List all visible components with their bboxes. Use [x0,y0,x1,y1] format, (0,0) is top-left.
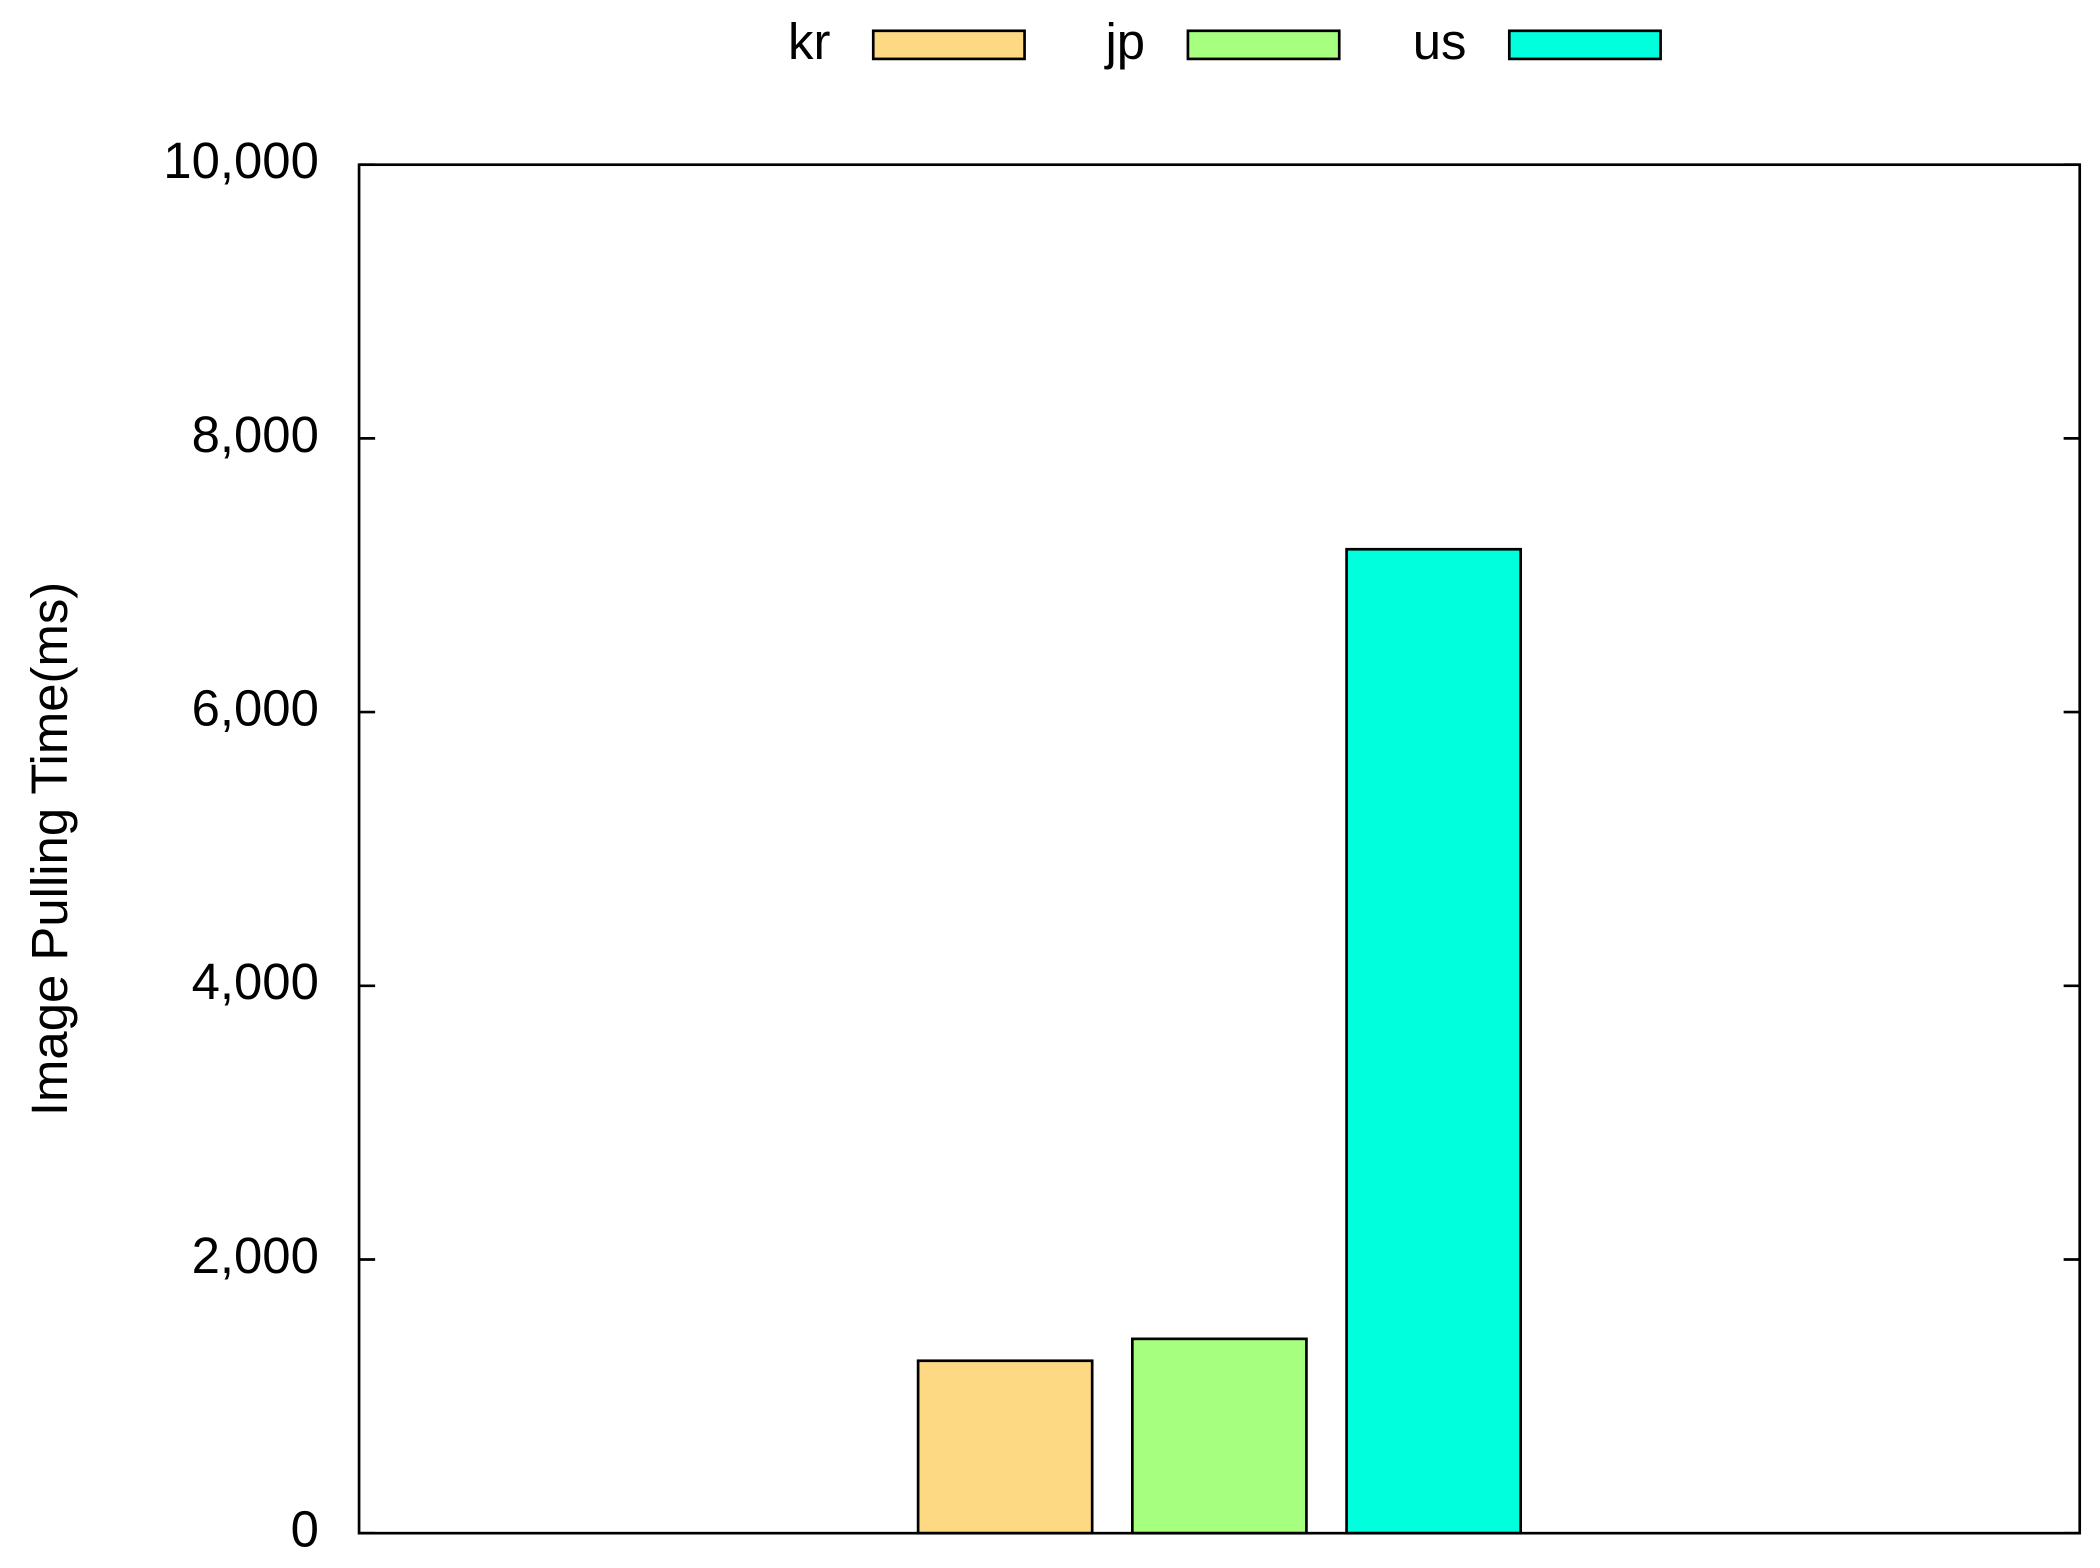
plot-frame [357,163,2082,1535]
y-tick-label: 10,000 [163,132,319,189]
legend-label: kr [788,13,830,70]
legend-label: us [1413,13,1467,70]
bar [1345,547,1523,1535]
legend-swatch [1507,29,1662,61]
y-axis-label: Image Pulling Time(ms) [21,582,78,1116]
legend-swatch [871,29,1026,61]
y-tick-label: 0 [291,1501,319,1558]
legend-label: jp [1103,13,1145,70]
y-tick-label: 4,000 [192,953,319,1010]
legend-swatch [1186,29,1341,61]
y-tick-label: 6,000 [192,680,319,737]
bar [1131,1337,1308,1535]
y-tick-label: 2,000 [192,1227,319,1284]
y-tick-label: 8,000 [192,406,319,463]
bar [916,1359,1094,1535]
